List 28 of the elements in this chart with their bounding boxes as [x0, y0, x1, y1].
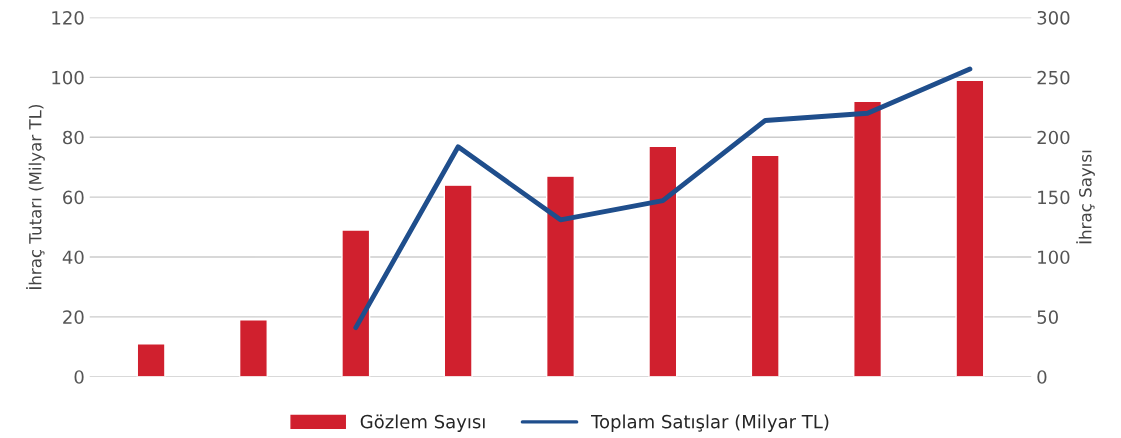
bar [853, 100, 883, 377]
bar [750, 154, 780, 377]
y-tick-label: 120 [52, 10, 84, 25]
y2-tick-label: 150 [1038, 190, 1070, 205]
y2-tick-label: 200 [1037, 130, 1070, 145]
y2-tick-label: 0 [1037, 370, 1047, 384]
bar [443, 184, 473, 377]
y2-tick-label: 250 [1037, 70, 1070, 85]
bar [341, 229, 371, 377]
bar [238, 319, 268, 377]
y2-axis-title: İhraç Sayısı [1076, 150, 1095, 244]
line-series [353, 66, 973, 331]
y-tick-label: 0 [74, 370, 84, 384]
y-tick-label: 20 [63, 310, 84, 324]
legend-label: Toplam Satışlar (Milyar TL) [591, 414, 829, 432]
bar [955, 79, 985, 377]
y-tick-label: 100 [52, 70, 84, 85]
legend-label: Gözlem Sayısı [360, 414, 485, 432]
y-tick-label: 80 [63, 130, 84, 145]
bar [648, 145, 678, 377]
y2-tick-label: 100 [1038, 250, 1070, 265]
y-tick-label: 40 [62, 250, 84, 265]
y2-tick-label: 50 [1037, 310, 1058, 324]
y2-tick-label: 300 [1037, 10, 1070, 25]
y-tick-label: 60 [63, 190, 84, 205]
bar [545, 175, 576, 377]
bar [136, 343, 166, 377]
y-axis-title: İhraç Tutarı (Milyar TL) [26, 104, 45, 290]
